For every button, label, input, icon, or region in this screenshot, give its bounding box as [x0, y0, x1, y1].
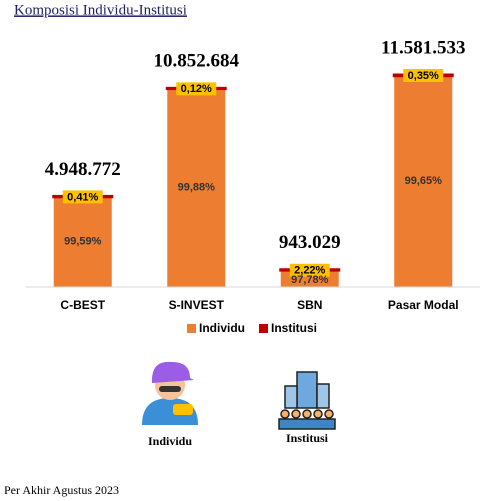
individu-icon — [142, 361, 198, 425]
data-label: 99,59% — [64, 236, 102, 248]
bar-segment — [394, 75, 453, 287]
legend-swatch — [187, 324, 196, 333]
legend-label: Individu — [199, 321, 245, 335]
data-label: 99,65% — [405, 175, 443, 187]
footer: Per Akhir Agustus 2023 — [4, 483, 119, 497]
label-box — [403, 69, 444, 82]
x-tick-label: C-BEST — [60, 298, 105, 312]
total-label: 4.948.772 — [45, 159, 121, 180]
data-label: 99,88% — [178, 182, 216, 194]
total-label: 10.852.684 — [154, 51, 240, 72]
total-label: 11.581.533 — [381, 37, 465, 58]
data-label: 0,35% — [408, 70, 439, 82]
total-label: 943.029 — [279, 232, 341, 253]
x-tick-label: S-INVEST — [169, 298, 225, 312]
data-label: 2,22% — [294, 265, 325, 277]
icon-label: Individu — [148, 434, 192, 448]
data-label: 97,78% — [291, 274, 329, 286]
bar-segment — [167, 88, 226, 287]
chart-title: Komposisi Individu-Institusi — [14, 2, 187, 18]
label-box — [176, 82, 217, 96]
data-label: 0,12% — [181, 83, 212, 95]
institusi-icon — [278, 371, 336, 430]
legend-swatch — [259, 324, 268, 333]
legend-label: Institusi — [271, 321, 317, 335]
label-box — [62, 190, 103, 204]
label-box — [289, 263, 330, 277]
x-tick-label: Pasar Modal — [388, 298, 459, 312]
bar-segment — [53, 196, 112, 287]
data-label: 0,41% — [67, 191, 98, 203]
x-tick-label: SBN — [297, 298, 322, 312]
icon-label: Institusi — [286, 431, 329, 445]
